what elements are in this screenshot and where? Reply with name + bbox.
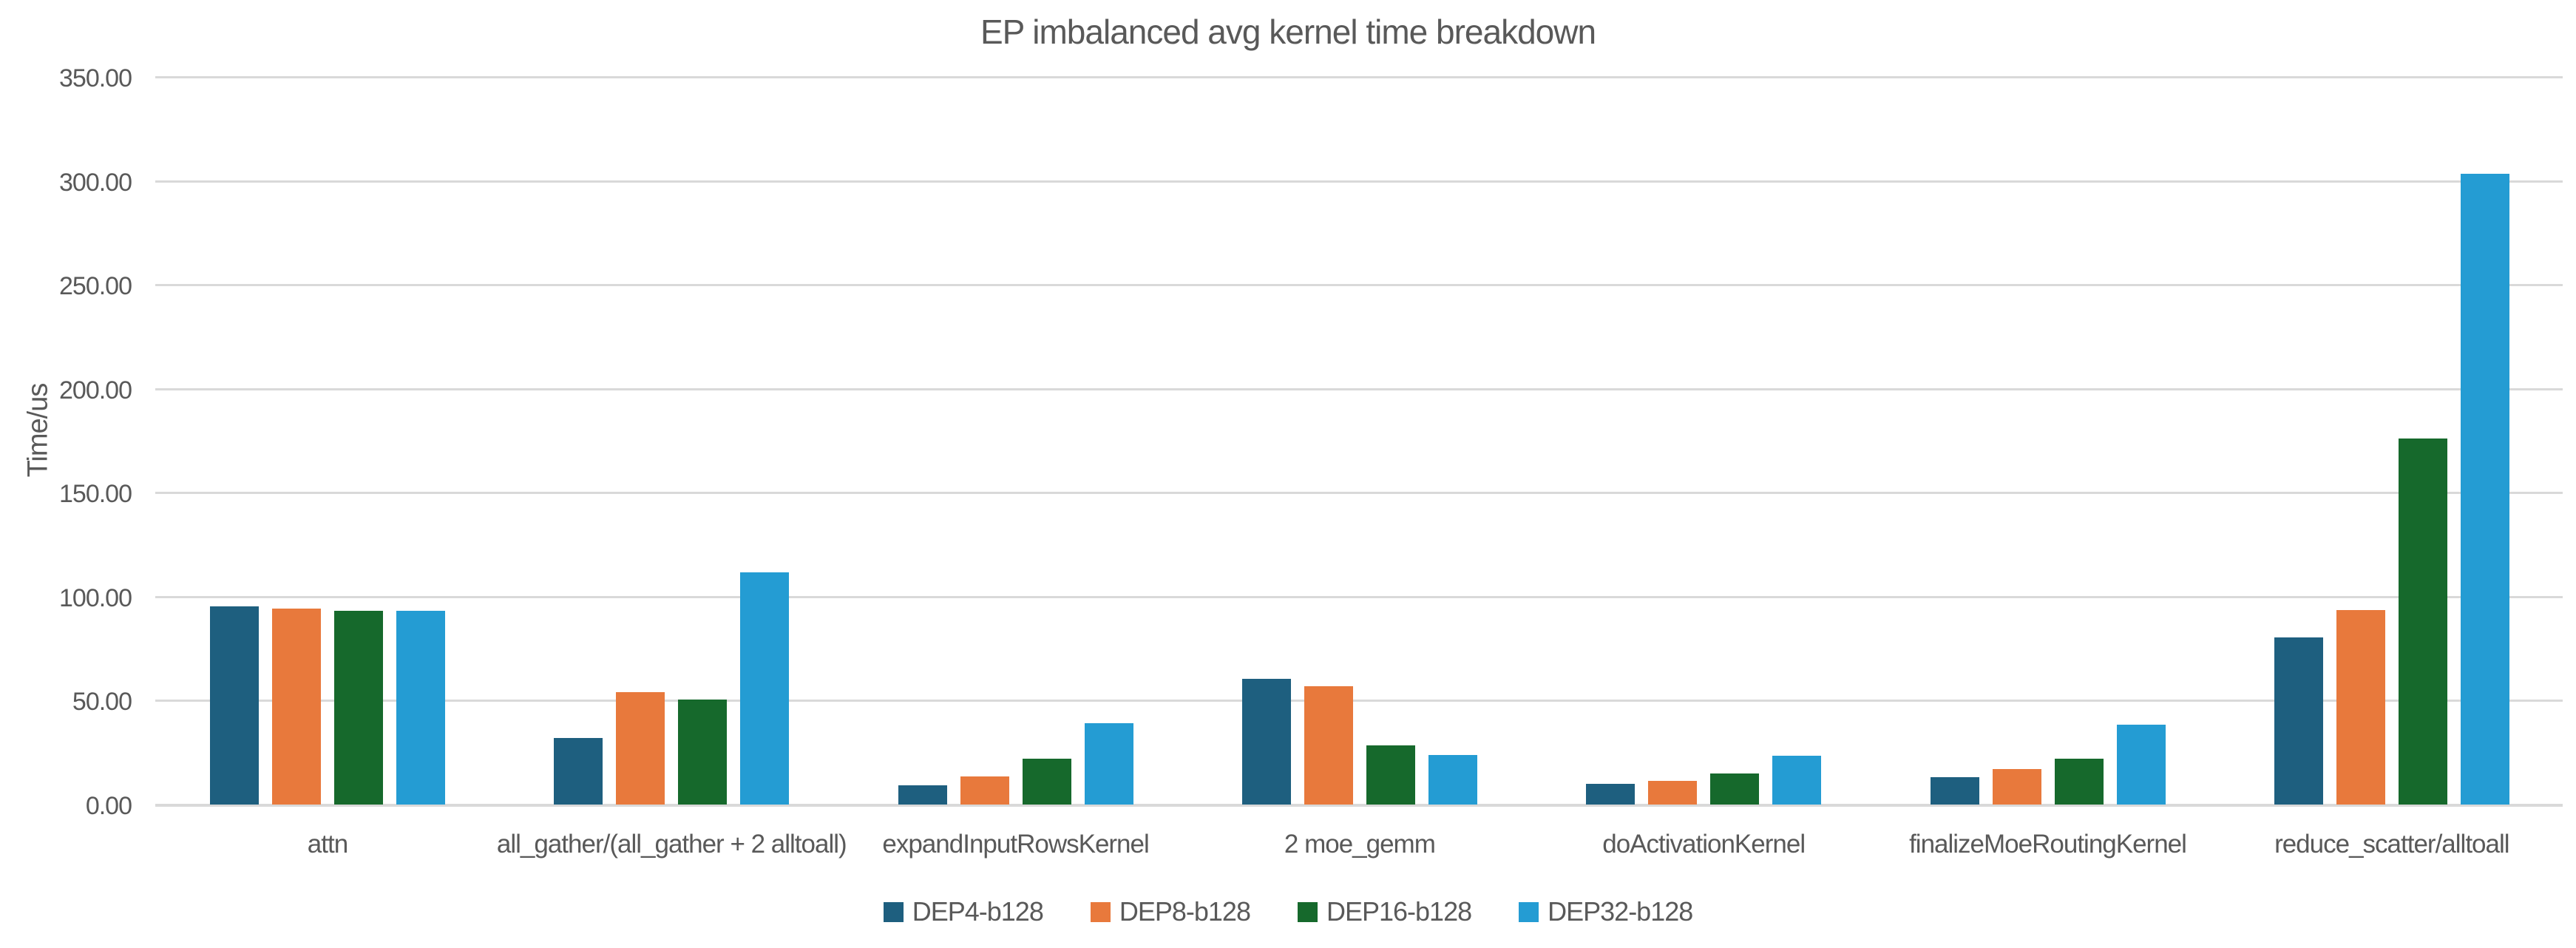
category-label: all_gather/(all_gather + 2 alltoall) xyxy=(496,830,847,859)
category-label: 2 moe_gemm xyxy=(1284,830,1436,859)
legend: DEP4-b128 DEP8-b128 DEP16-b128 DEP32-b128 xyxy=(0,896,2576,927)
bar-DEP8-b128 xyxy=(1648,780,1698,805)
gridline xyxy=(155,284,2563,287)
category-label: attn xyxy=(307,830,348,859)
y-tick-label: 350.00 xyxy=(59,64,132,92)
legend-color-swatch-icon xyxy=(1297,901,1318,922)
bar-DEP16-b128 xyxy=(1022,759,1071,805)
legend-item: DEP32-b128 xyxy=(1519,896,1693,927)
bar-DEP32-b128 xyxy=(1428,754,1477,805)
bar-DEP4-b128 xyxy=(2274,637,2323,805)
bar-DEP32-b128 xyxy=(740,572,790,805)
legend-item: DEP8-b128 xyxy=(1090,896,1251,927)
bar-DEP32-b128 xyxy=(2116,724,2166,805)
bar-DEP32-b128 xyxy=(1772,755,1822,805)
y-tick-label: 0.00 xyxy=(85,792,132,820)
gridline xyxy=(155,387,2563,390)
legend-item: DEP4-b128 xyxy=(883,896,1044,927)
y-tick-label: 200.00 xyxy=(59,376,132,404)
category-label: doActivationKernel xyxy=(1602,830,1806,859)
bar-DEP4-b128 xyxy=(554,738,603,805)
bar-DEP32-b128 xyxy=(1084,723,1133,805)
legend-label: DEP32-b128 xyxy=(1548,896,1693,927)
bar-DEP4-b128 xyxy=(1586,783,1636,805)
gridline xyxy=(155,180,2563,183)
bar-DEP4-b128 xyxy=(210,606,259,805)
legend-color-swatch-icon xyxy=(1090,901,1111,922)
legend-color-swatch-icon xyxy=(883,901,904,922)
bar-DEP4-b128 xyxy=(898,785,947,805)
bar-DEP16-b128 xyxy=(2398,439,2447,805)
bar-DEP16-b128 xyxy=(678,700,728,805)
y-tick-label: 50.00 xyxy=(72,688,132,717)
category-label: reduce_scatter/alltoall xyxy=(2274,830,2509,859)
bar-DEP8-b128 xyxy=(1992,769,2041,805)
legend-item: DEP16-b128 xyxy=(1297,896,1472,927)
bar-DEP8-b128 xyxy=(272,609,321,805)
bar-DEP8-b128 xyxy=(1304,685,1353,805)
gridline xyxy=(155,76,2563,78)
gridline xyxy=(155,804,2563,807)
bar-DEP8-b128 xyxy=(960,776,1009,805)
bar-DEP4-b128 xyxy=(1241,678,1291,805)
legend-label: DEP16-b128 xyxy=(1326,896,1472,927)
legend-label: DEP4-b128 xyxy=(912,896,1044,927)
bar-DEP4-b128 xyxy=(1930,777,1979,805)
bar-DEP16-b128 xyxy=(2054,759,2104,805)
y-tick-label: 250.00 xyxy=(59,272,132,301)
bar-DEP32-b128 xyxy=(2460,173,2509,805)
legend-color-swatch-icon xyxy=(1519,901,1539,922)
y-tick-label: 100.00 xyxy=(59,583,132,612)
legend-label: DEP8-b128 xyxy=(1119,896,1251,927)
chart-title: EP imbalanced avg kernel time breakdown xyxy=(980,13,1596,51)
bar-DEP8-b128 xyxy=(616,692,665,805)
bar-DEP16-b128 xyxy=(1366,745,1415,805)
bar-DEP16-b128 xyxy=(334,610,383,805)
y-tick-label: 150.00 xyxy=(59,480,132,509)
gridline xyxy=(155,700,2563,702)
bar-DEP32-b128 xyxy=(396,610,445,805)
y-tick-label: 300.00 xyxy=(59,168,132,197)
gridline xyxy=(155,595,2563,598)
category-label: expandInputRowsKernel xyxy=(882,830,1149,859)
bar-DEP16-b128 xyxy=(1710,773,1760,805)
gridline xyxy=(155,492,2563,495)
bar-DEP8-b128 xyxy=(2336,610,2385,805)
category-label: finalizeMoeRoutingKernel xyxy=(1909,830,2187,859)
